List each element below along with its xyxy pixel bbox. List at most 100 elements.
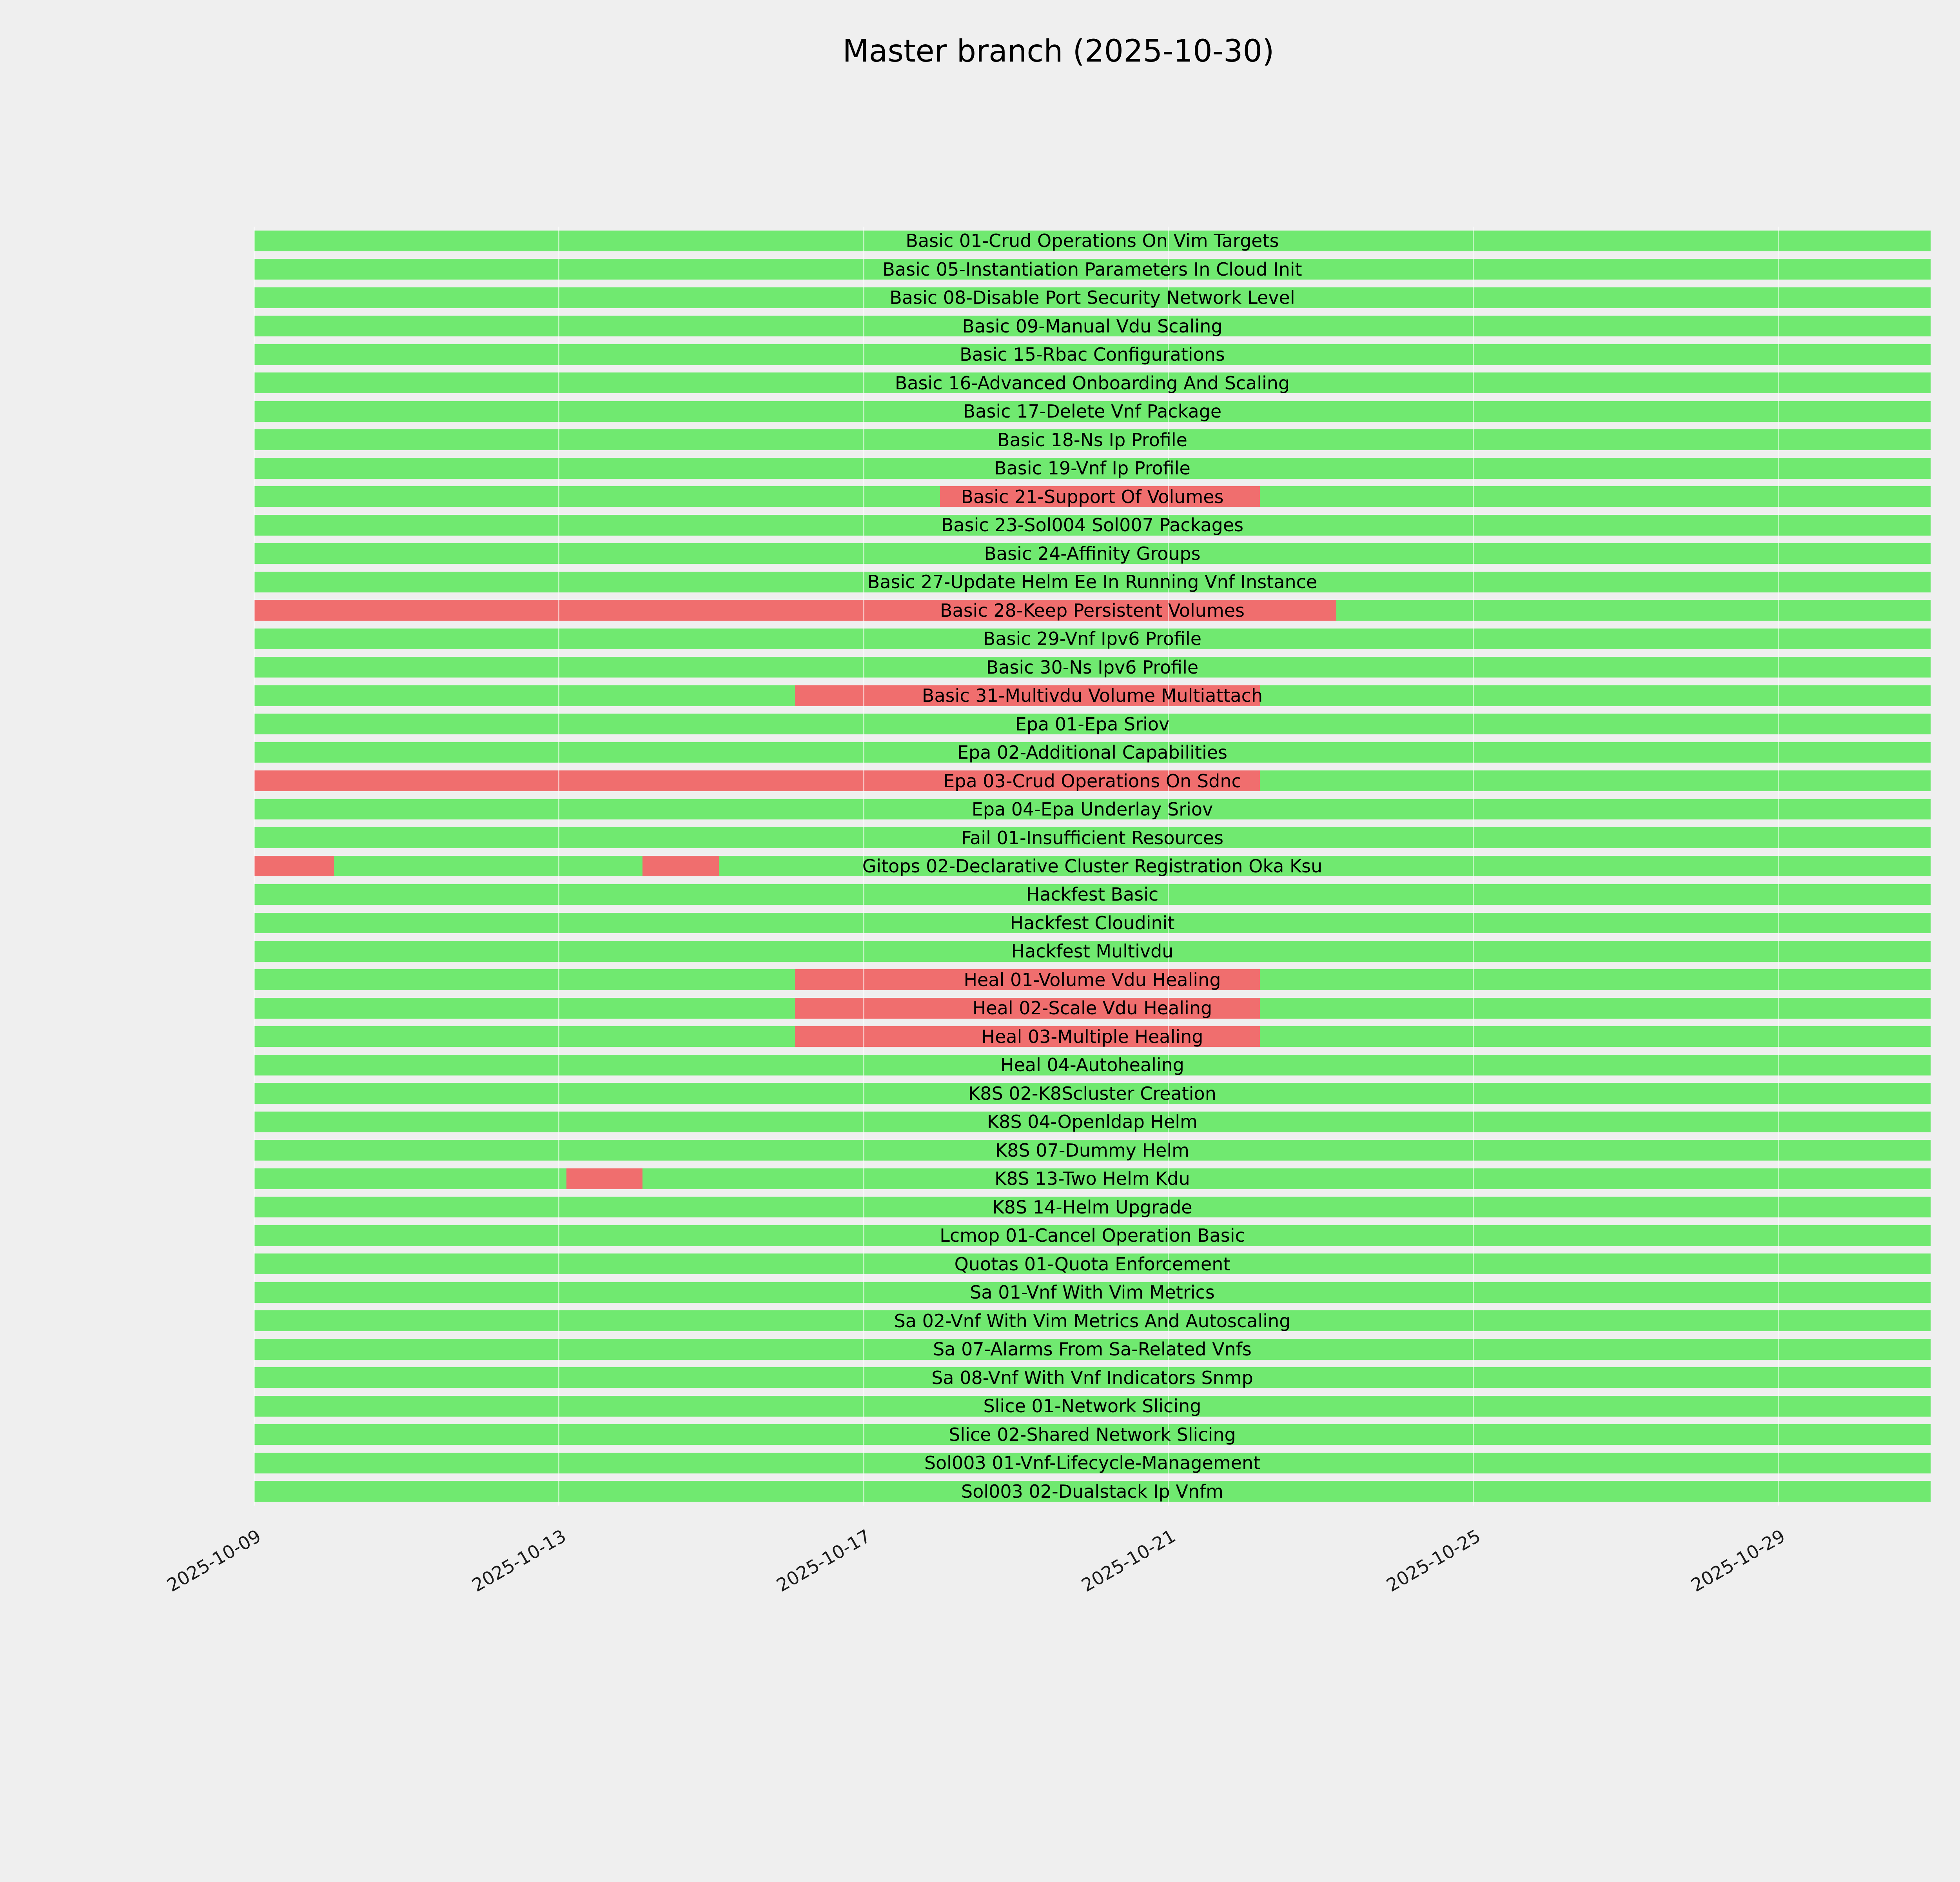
- row-bars: [254, 429, 1931, 451]
- bar-segment-pass: [1260, 969, 1931, 990]
- row-bars: [254, 316, 1931, 337]
- row-label: Basic 17-Delete Vnf Package: [963, 401, 1222, 422]
- row-bars: [254, 742, 1931, 763]
- row-bars: [254, 856, 1931, 877]
- plot-area: Basic 01-Crud Operations On Vim Targets B…: [253, 227, 1931, 1506]
- bar-segment-pass: [254, 571, 1931, 592]
- bar-segment-pass: [1260, 685, 1931, 706]
- gantt-row: Slice 02-Shared Network Slicing: [254, 1421, 1931, 1449]
- row-bars: [254, 714, 1931, 734]
- row-label: Slice 02-Shared Network Slicing: [949, 1424, 1236, 1445]
- bar-segment-pass: [254, 657, 1931, 678]
- row-label: Basic 18-Ns Ip Profile: [997, 429, 1187, 451]
- bar-segment-fail: [254, 600, 1336, 621]
- gantt-row: Basic 24-Affinity Groups: [254, 539, 1931, 567]
- bar-segment-pass: [254, 486, 940, 507]
- gantt-row: Epa 04-Epa Underlay Sriov: [254, 795, 1931, 823]
- row-bars: [254, 1253, 1931, 1275]
- gantt-row: Basic 31-Multivdu Volume Multiattach: [254, 681, 1931, 710]
- row-bars: [254, 941, 1931, 962]
- row-label: Basic 01-Crud Operations On Vim Targets: [906, 230, 1279, 252]
- bar-segment-pass: [254, 941, 1931, 962]
- bar-segment-pass: [254, 1339, 1931, 1360]
- bar-segment-pass: [254, 1225, 1931, 1246]
- gantt-row: Basic 16-Advanced Onboarding And Scaling: [254, 369, 1931, 397]
- bar-segment-pass: [254, 1083, 1931, 1104]
- gantt-row: Basic 21-Support Of Volumes: [254, 482, 1931, 510]
- bar-segment-pass: [254, 543, 1931, 564]
- row-bars: [254, 997, 1931, 1019]
- row-label: K8S 13-Two Helm Kdu: [995, 1168, 1190, 1190]
- row-label: Hackfest Cloudinit: [1010, 912, 1175, 934]
- x-tick-label: 2025-10-13: [468, 1525, 570, 1596]
- row-bars: [254, 230, 1931, 251]
- x-tick-label: 2025-10-09: [163, 1525, 265, 1596]
- row-bars: [254, 1310, 1931, 1332]
- row-label: Epa 03-Crud Operations On Sdnc: [943, 770, 1241, 792]
- bar-segment-fail: [254, 770, 1260, 791]
- gantt-row: Basic 29-Vnf Ipv6 Profile: [254, 625, 1931, 653]
- row-label: Heal 02-Scale Vdu Healing: [972, 997, 1212, 1019]
- bar-segment-pass: [254, 1253, 1931, 1275]
- bar-segment-pass: [254, 1367, 1931, 1388]
- row-bars: [254, 1111, 1931, 1132]
- gantt-row: Basic 08-Disable Port Security Network L…: [254, 283, 1931, 312]
- bar-segment-pass: [1260, 486, 1931, 507]
- bar-segment-pass: [254, 344, 1931, 365]
- gantt-row: Basic 28-Keep Persistent Volumes: [254, 596, 1931, 624]
- bar-segment-fail: [795, 1026, 1260, 1047]
- gridline: [1473, 227, 1474, 1506]
- gantt-row: Slice 01-Network Slicing: [254, 1392, 1931, 1420]
- bar-segment-pass: [254, 628, 1931, 649]
- row-label: Basic 30-Ns Ipv6 Profile: [986, 656, 1199, 678]
- x-tick-label: 2025-10-25: [1383, 1525, 1484, 1596]
- row-label: Slice 01-Network Slicing: [983, 1395, 1201, 1417]
- bar-segment-pass: [254, 912, 1931, 934]
- gantt-row: Hackfest Basic: [254, 880, 1931, 908]
- gantt-row: Basic 05-Instantiation Parameters In Clo…: [254, 255, 1931, 283]
- gridline: [863, 227, 864, 1506]
- bar-segment-pass: [254, 969, 795, 990]
- bar-segment-pass: [1260, 1026, 1931, 1047]
- bar-segment-pass: [254, 259, 1931, 280]
- gantt-row: Epa 03-Crud Operations On Sdnc: [254, 767, 1931, 795]
- row-bars: [254, 1197, 1931, 1218]
- row-label: Basic 21-Support Of Volumes: [961, 486, 1224, 507]
- gantt-row: Heal 02-Scale Vdu Healing: [254, 994, 1931, 1022]
- gantt-row: Heal 04-Autohealing: [254, 1051, 1931, 1079]
- bar-segment-pass: [254, 1197, 1931, 1218]
- gantt-row: Epa 02-Additional Capabilities: [254, 738, 1931, 767]
- bar-segment-pass: [254, 997, 795, 1019]
- gridline: [558, 227, 560, 1506]
- bar-segment-pass: [254, 1452, 1931, 1473]
- bar-segment-pass: [254, 714, 1931, 734]
- row-bars: [254, 1481, 1931, 1502]
- row-label: Epa 04-Epa Underlay Sriov: [971, 799, 1213, 820]
- bar-segment-pass: [254, 1282, 1931, 1303]
- row-bars: [254, 1225, 1931, 1246]
- row-bars: [254, 1054, 1931, 1075]
- row-bars: [254, 685, 1931, 706]
- row-label: Hackfest Basic: [1026, 884, 1159, 905]
- bar-segment-fail: [795, 685, 1260, 706]
- row-label: Quotas 01-Quota Enforcement: [954, 1253, 1230, 1275]
- gantt-row: Fail 01-Insufficient Resources: [254, 823, 1931, 852]
- row-label: Sa 07-Alarms From Sa-Related Vnfs: [933, 1339, 1252, 1360]
- bar-segment-pass: [254, 1054, 1931, 1075]
- row-label: Lcmop 01-Cancel Operation Basic: [940, 1225, 1245, 1246]
- gantt-row: Basic 09-Manual Vdu Scaling: [254, 312, 1931, 340]
- row-bars: [254, 1367, 1931, 1388]
- row-label: Basic 28-Keep Persistent Volumes: [940, 599, 1245, 621]
- bar-segment-pass: [334, 856, 643, 877]
- gridline: [1168, 227, 1169, 1506]
- row-bars: [254, 799, 1931, 820]
- row-bars: [254, 969, 1931, 990]
- row-bars: [254, 827, 1931, 848]
- row-label: Sa 08-Vnf With Vnf Indicators Snmp: [931, 1367, 1253, 1388]
- bar-segment-pass: [254, 685, 795, 706]
- gantt-row: Sol003 02-Dualstack Ip Vnfm: [254, 1477, 1931, 1506]
- bar-segment-pass: [254, 1026, 795, 1047]
- x-tick-label: 2025-10-21: [1078, 1525, 1179, 1596]
- bar-segment-pass: [254, 458, 1931, 479]
